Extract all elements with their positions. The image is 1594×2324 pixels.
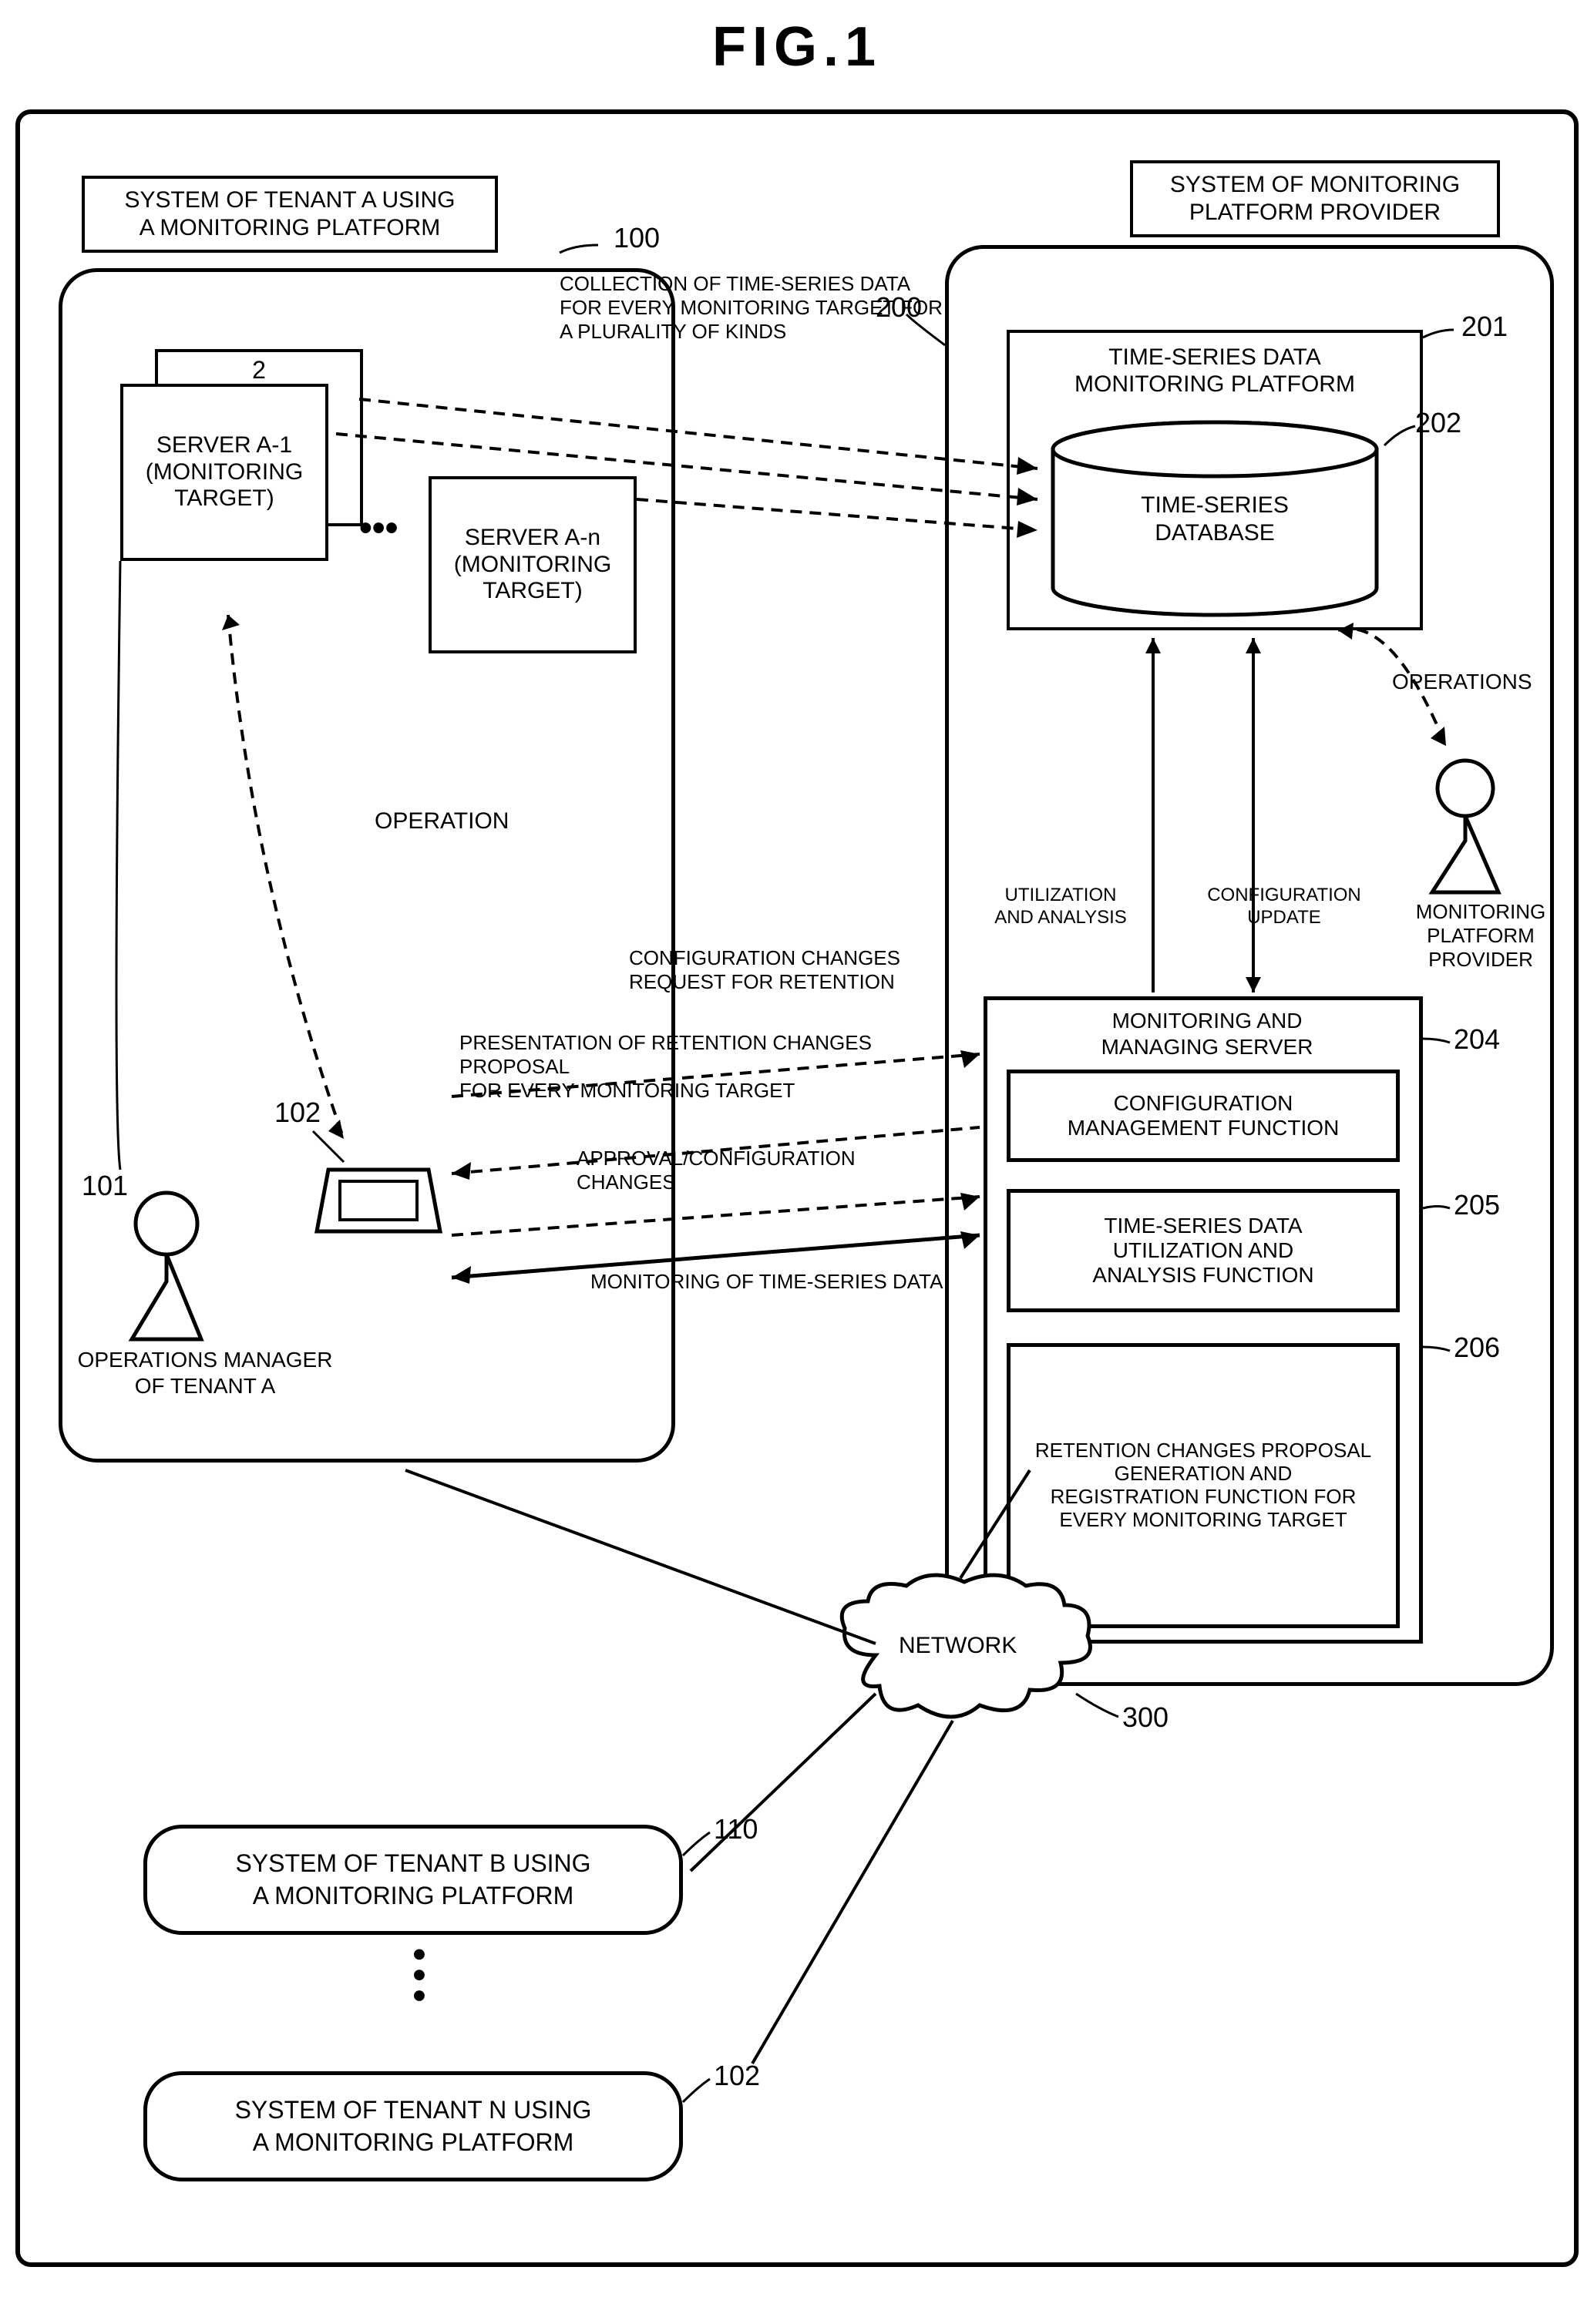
figure-title: FIG.1 — [15, 15, 1579, 79]
leader-lines — [20, 114, 1583, 2272]
diagram-container: SYSTEM OF TENANT A USINGA MONITORING PLA… — [15, 109, 1579, 2267]
